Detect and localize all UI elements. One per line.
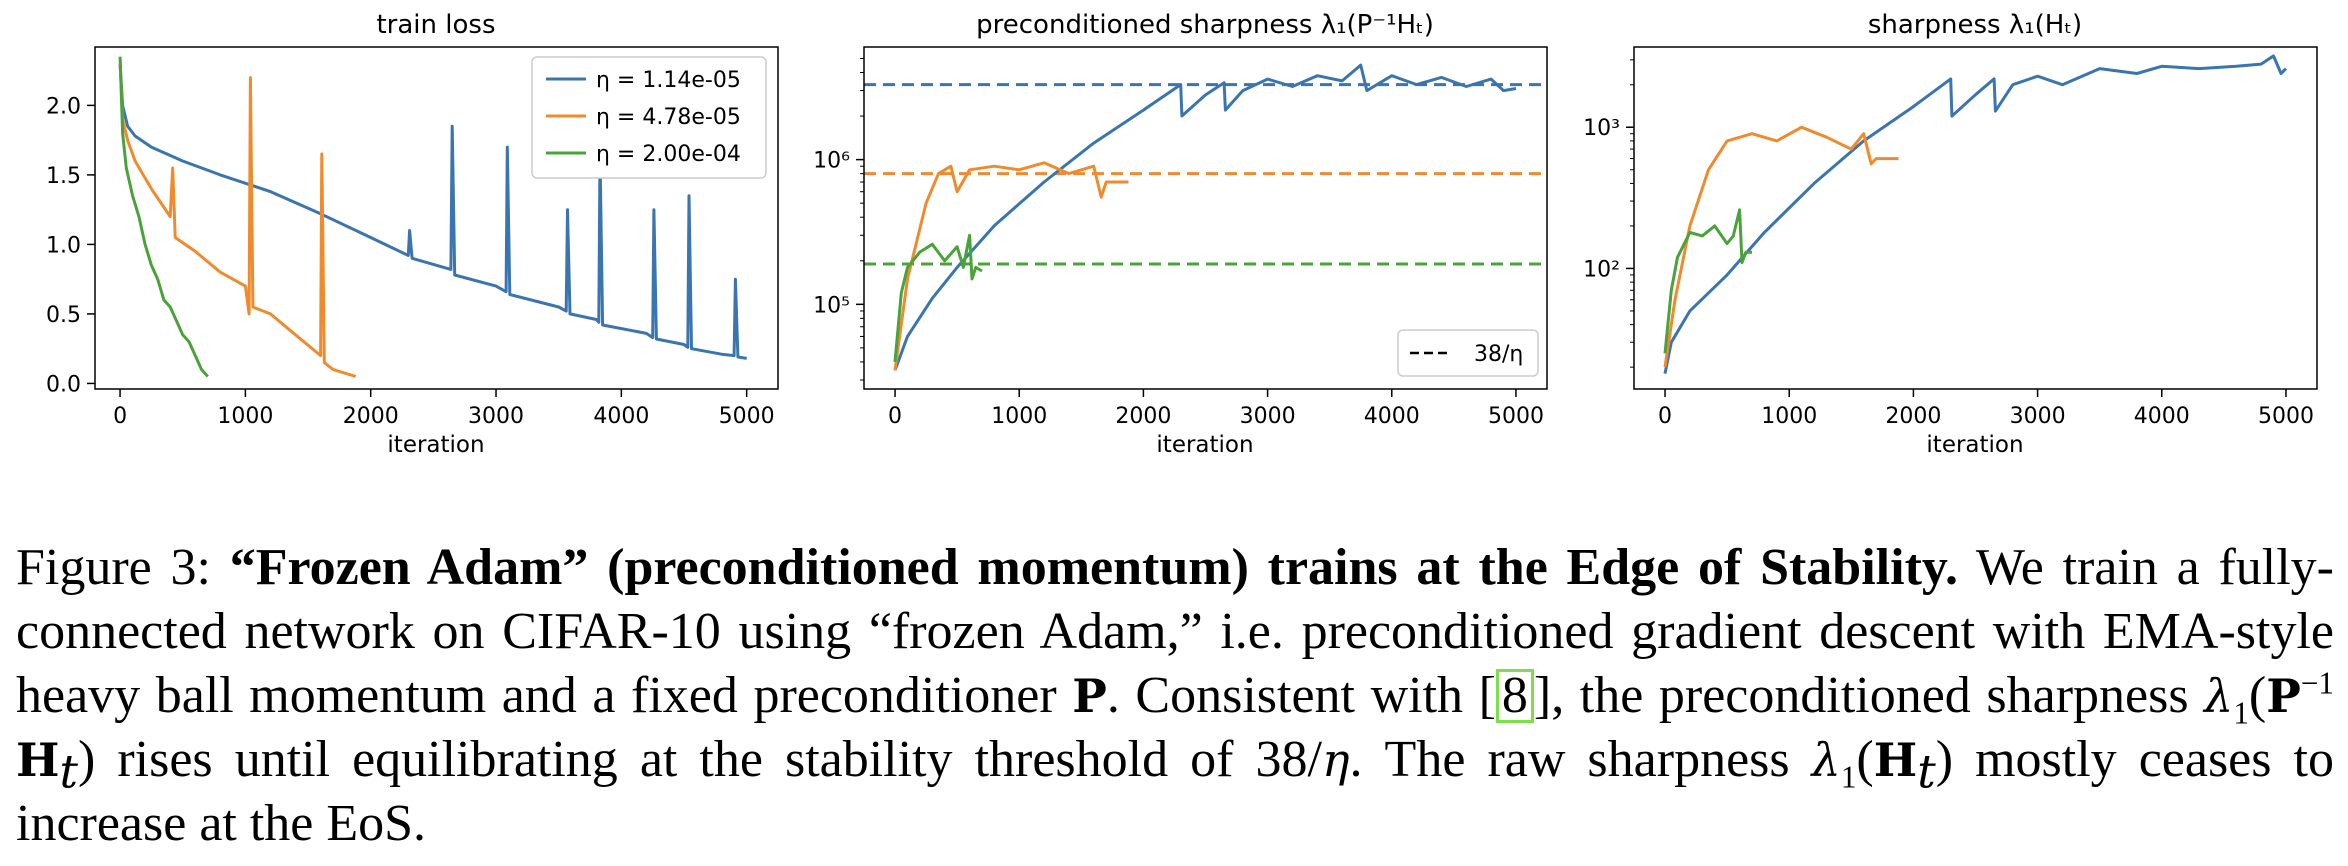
- symbol-eta: η: [1321, 733, 1350, 787]
- symbol-lambda-2: λ: [1811, 733, 1841, 787]
- caption-bold-title: “Frozen Adam” (preconditioned momentum) …: [229, 539, 1959, 596]
- axes-frame: [863, 46, 1548, 390]
- x-tick-label: 1000: [1761, 404, 1817, 429]
- x-tick-label: 0: [113, 404, 127, 429]
- series-line: [1663, 54, 2288, 374]
- citation-link[interactable]: 8: [1495, 669, 1534, 723]
- paren-close-2: ): [1935, 731, 1954, 788]
- figure-caption: Figure 3: “Frozen Adam” (preconditioned …: [16, 536, 2334, 856]
- threshold-legend: 38/η: [1397, 329, 1539, 377]
- panel-title: train loss: [376, 10, 495, 40]
- x-axis-label: iteration: [387, 432, 484, 458]
- series-line: [118, 63, 357, 378]
- legend-box: [1397, 329, 1539, 377]
- x-axis-label: iteration: [1926, 432, 2023, 458]
- symbol-preconditioner: P: [1072, 669, 1107, 723]
- paren-open-2: (: [1856, 731, 1874, 788]
- subscript-t-2: t: [1917, 744, 1936, 799]
- legend-entry-threshold: 38/η: [1474, 342, 1523, 367]
- panel-title: sharpness λ₁(Hₜ): [1868, 10, 2082, 40]
- legend-entry-1: η = 1.14e-05: [596, 68, 741, 93]
- legend: η = 1.14e-05 η = 4.78e-05 η = 2.00e-04: [531, 56, 767, 179]
- caption-text-5: . The raw sharpness: [1349, 731, 1812, 788]
- series-line: [1663, 125, 1899, 368]
- x-tick-label: 0: [1658, 404, 1672, 429]
- plot-area: 0 1000 2000 3000 4000 5000 0.0 0.5 1.0 1.5 2.0: [46, 56, 775, 429]
- x-tick-label: 2000: [1885, 404, 1941, 429]
- legend-entry-2: η = 4.78e-05: [596, 105, 741, 130]
- x-tick-label: 4000: [593, 404, 649, 429]
- y-tick-label: 10⁵: [813, 293, 850, 318]
- caption-text-1: We train a fully-connected network on CI…: [16, 539, 2334, 724]
- x-tick-label: 2000: [343, 404, 399, 429]
- symbol-P: P: [2266, 669, 2301, 723]
- symbol-H: H: [16, 733, 60, 787]
- plot-area: 0 1000 2000 3000 4000 5000 10⁵ 10⁶: [813, 57, 1547, 429]
- legend-box: [531, 56, 767, 179]
- x-tick-label: 1000: [991, 404, 1047, 429]
- series-line: [893, 63, 1517, 371]
- panel-title: preconditioned sharpness λ₁(P⁻¹Hₜ): [976, 10, 1434, 40]
- subscript-one: 1: [2233, 695, 2249, 731]
- figure-panels: train loss 0 1000 2000 3000 4000 5000 0.0 0.5 1.…: [46, 10, 2318, 458]
- y-tick-label: 0.5: [46, 303, 81, 328]
- series-line: [1663, 208, 1752, 354]
- panel-train-loss: train loss 0 1000 2000 3000 4000 5000 0.0 0.5 1.…: [46, 10, 779, 458]
- x-tick-label: 1000: [217, 404, 273, 429]
- y-tick-label: 10²: [1583, 257, 1620, 282]
- legend-entry-3: η = 2.00e-04: [596, 142, 741, 167]
- x-tick-label: 3000: [468, 404, 524, 429]
- subscript-one-2: 1: [1840, 759, 1857, 795]
- plot-area: 0 1000 2000 3000 4000 5000 10² 10³: [1583, 54, 2314, 429]
- x-tick-label: 3000: [1240, 404, 1296, 429]
- symbol-lambda: λ: [2204, 669, 2234, 723]
- y-tick-label: 10⁶: [813, 149, 850, 174]
- axes-frame: [94, 46, 779, 390]
- caption-text-6: mostly ceases to increase at the EoS.: [16, 731, 2334, 852]
- x-tick-label: 3000: [2010, 404, 2066, 429]
- series-line: [118, 63, 747, 360]
- y-tick-label: 10³: [1583, 116, 1620, 141]
- caption-text-2: . Consistent with [: [1106, 667, 1496, 724]
- caption-text-4: rises until equilibrating at the stabili…: [95, 731, 1322, 788]
- x-tick-label: 5000: [1488, 404, 1544, 429]
- subscript-t: t: [59, 744, 78, 799]
- x-tick-label: 4000: [1364, 404, 1420, 429]
- panel-sharpness: sharpness λ₁(Hₜ) 0 1000 2000 3000 4000 5000 10…: [1583, 10, 2318, 458]
- x-tick-label: 0: [888, 404, 902, 429]
- figure-label: Figure 3:: [16, 539, 230, 596]
- symbol-H-2: H: [1873, 733, 1918, 787]
- paren-open: (: [2248, 667, 2267, 724]
- y-tick-label: 1.0: [46, 233, 81, 258]
- x-tick-label: 2000: [1115, 404, 1171, 429]
- paren-close: ): [77, 731, 96, 788]
- axes-frame: [1633, 46, 2318, 390]
- superscript-minus-one: −1: [2300, 665, 2335, 701]
- series-line: [893, 161, 1129, 371]
- y-tick-label: 2.0: [46, 94, 81, 119]
- x-tick-label: 4000: [2134, 404, 2190, 429]
- caption-text-3: ], the preconditioned sharpness: [1533, 667, 2205, 724]
- y-tick-label: 1.5: [46, 164, 81, 189]
- x-axis-label: iteration: [1156, 432, 1253, 458]
- series-line: [893, 233, 983, 363]
- panel-preconditioned-sharpness: preconditioned sharpness λ₁(P⁻¹Hₜ) 0 1000…: [813, 10, 1548, 458]
- y-tick-label: 0.0: [46, 372, 81, 397]
- x-tick-label: 5000: [2258, 404, 2314, 429]
- x-tick-label: 5000: [719, 404, 775, 429]
- series-line: [118, 56, 209, 378]
